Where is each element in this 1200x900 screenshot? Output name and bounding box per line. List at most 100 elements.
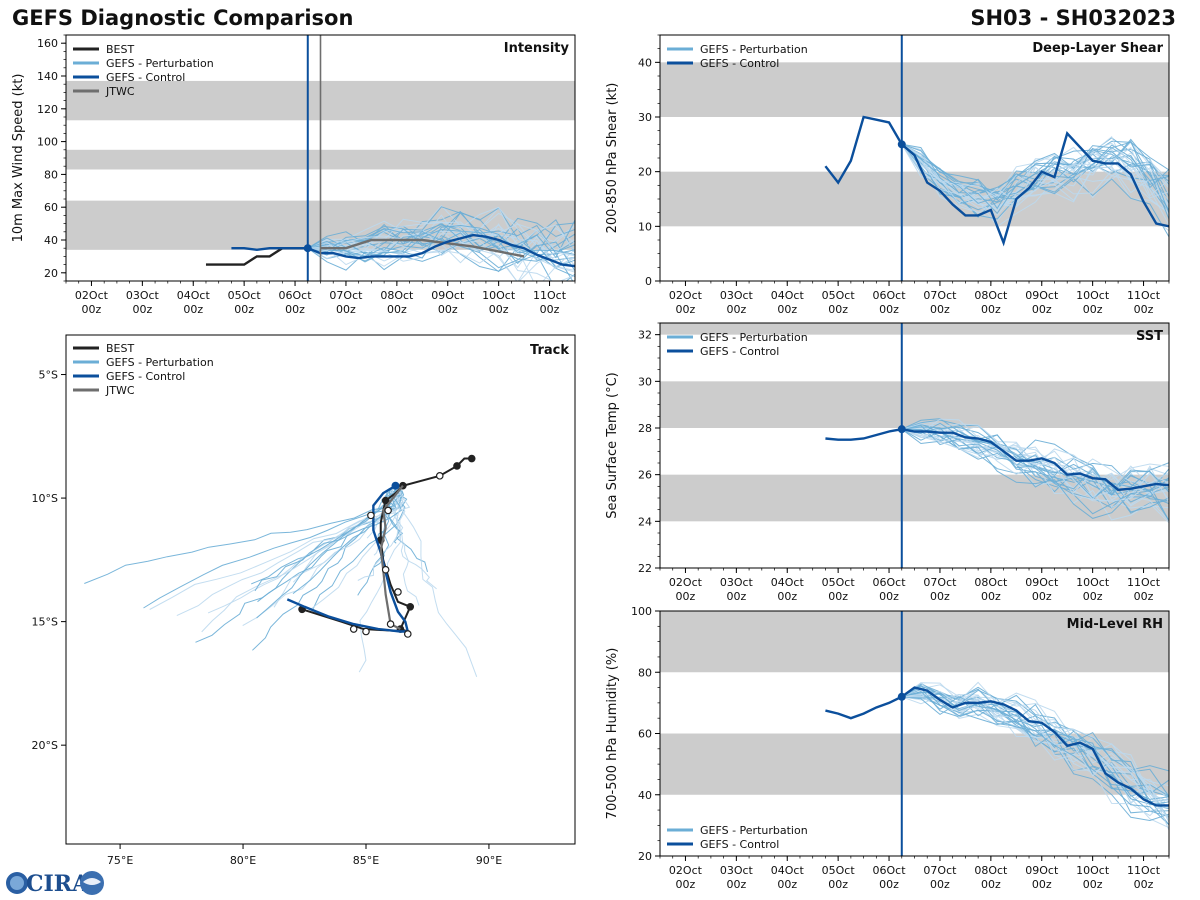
track-plot-area [84,454,478,677]
intensity-perturbation-line [307,206,575,253]
rh-xtick-label: 08Oct [974,864,1008,877]
shear-xtick-label-hour: 00z [828,303,848,316]
sst-xtick-label: 06Oct [873,576,907,589]
track-frame [65,334,576,845]
shear-init-point [897,140,906,149]
sst-perturbation-line [901,422,1169,493]
rh-xtick-label-hour: 00z [676,878,696,891]
sst-ylabel: Sea Surface Temp (°C) [605,372,620,519]
track-best-point [467,454,476,463]
rh-perturbation-line [901,690,1169,831]
track-perturbation-line [254,485,403,592]
rh-ytick-label: 40 [638,789,652,802]
sst-xtick-label-hour: 00z [828,590,848,603]
intensity-legend-label: GEFS - Control [106,71,185,84]
shear-plot-area [660,62,1169,247]
cira-logo: CIRA [6,871,104,897]
sst-xtick-label-hour: 00z [930,590,950,603]
shear-perturbation-line [901,143,1169,204]
sst-xtick-label: 09Oct [1025,576,1059,589]
rh-ytick-label: 100 [631,605,652,618]
rh-xtick-label: 06Oct [873,864,907,877]
track-perturbation-line [143,485,400,609]
intensity-chart: 2040608010012014016002Oct00z03Oct00z04Oc… [11,34,576,316]
track-ytick-label: 10°S [32,492,58,505]
rh-xtick-label: 07Oct [923,864,957,877]
intensity-ytick-label: 100 [37,136,58,149]
sst-legend-label: GEFS - Perturbation [700,331,808,344]
track-ytick-label: 15°S [32,616,58,629]
rh-perturbation-line [901,682,1169,810]
track-perturbation-line [256,485,402,619]
intensity-ytick-label: 60 [44,201,58,214]
intensity-init-point [303,244,312,253]
sst-xtick-label: 11Oct [1127,576,1161,589]
intensity-ytick-label: 20 [44,267,58,280]
rh-xtick-label-hour: 00z [1134,878,1154,891]
intensity-perturbation-line [307,228,575,263]
shear-band-0 [660,171,1169,227]
shear-ytick-label: 20 [638,166,652,179]
track-forecast-point [384,506,392,515]
sst-perturbation-line [901,424,1169,498]
sst-perturbation-line [901,428,1169,524]
intensity-perturbation-line [307,221,575,252]
rh-ytick-label: 80 [638,666,652,679]
sst-xtick-label-hour: 00z [1032,590,1052,603]
rh-xtick-label-hour: 00z [828,878,848,891]
intensity-xtick-label: 11Oct [533,289,567,302]
shear-xtick-label: 04Oct [771,289,805,302]
track-init-point [391,481,400,490]
rh-xtick-label-hour: 00z [930,878,950,891]
shear-xtick-label-hour: 00z [676,303,696,316]
sst-ytick-label: 30 [638,375,652,388]
intensity-legend-label: JTWC [105,85,135,98]
rh-ytick-label: 60 [638,728,652,741]
track-jtwc-line [379,485,404,631]
intensity-xtick-label-hour: 00z [183,303,203,316]
sst-chart: 22242628303202Oct00z03Oct00z04Oct00z05Oc… [605,322,1170,603]
shear-chart: 01020304002Oct00z03Oct00z04Oct00z05Oct00… [605,34,1170,316]
shear-xtick-label: 05Oct [822,289,856,302]
rh-xtick-label: 05Oct [822,864,856,877]
rh-xtick-label-hour: 00z [981,878,1001,891]
sst-frame [659,322,1170,569]
intensity-perturbation-line [307,214,575,273]
intensity-xtick-label-hour: 00z [234,303,254,316]
shear-perturbation-line [901,143,1169,216]
shear-xtick-label: 10Oct [1076,289,1110,302]
track-perturbation-line [394,485,478,677]
sst-plot-area [660,323,1169,524]
rh-ytick-label: 20 [638,850,652,863]
sst-xtick-label: 05Oct [822,576,856,589]
track-legend-label: GEFS - Control [106,370,185,383]
intensity-title: Intensity [504,41,570,56]
rh-xtick-label: 09Oct [1025,864,1059,877]
shear-perturbation-line [901,135,1169,208]
intensity-xtick-label: 03Oct [126,289,160,302]
sst-xtick-label-hour: 00z [879,590,899,603]
intensity-perturbation-line [307,230,575,281]
sst-xtick-label: 10Oct [1076,576,1110,589]
intensity-control-line [231,233,575,268]
track-xtick-label: 80°E [230,854,256,867]
intensity-ytick-label: 40 [44,234,58,247]
sst-title: SST [1136,329,1163,344]
intensity-jtwc-line [320,238,525,258]
sst-xtick-label: 02Oct [669,576,703,589]
track-ytick-label: 5°S [39,369,58,382]
track-forecast-point [394,588,402,596]
intensity-xtick-label-hour: 00z [336,303,356,316]
shear-xtick-label: 02Oct [669,289,703,302]
intensity-legend-label: GEFS - Perturbation [106,57,214,70]
shear-xtick-label-hour: 00z [879,303,899,316]
intensity-ytick-label: 80 [44,168,58,181]
track-xtick-label: 75°E [107,854,133,867]
sst-ytick-label: 22 [638,562,652,575]
intensity-xtick-label-hour: 00z [387,303,407,316]
shear-xtick-label-hour: 00z [777,303,797,316]
sst-band-0 [660,474,1169,522]
rh-title: Mid-Level RH [1067,617,1163,632]
rh-legend-label: GEFS - Control [700,838,779,851]
sst-perturbation-line [901,428,1169,515]
